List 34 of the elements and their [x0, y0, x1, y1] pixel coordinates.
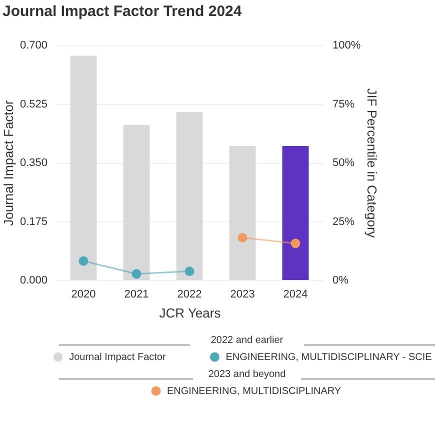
y2-tick-label: 50% — [332, 157, 355, 169]
point — [238, 232, 248, 242]
x-tick-label: 2024 — [283, 288, 308, 300]
point — [290, 238, 300, 248]
y2-tick-label: 75% — [332, 98, 355, 110]
y-tick-label: 0.350 — [20, 157, 48, 169]
legend-label: ENGINEERING, MULTIDISCIPLINARY — [167, 386, 342, 397]
legend-label: Journal Impact Factor — [69, 352, 166, 363]
bar — [123, 124, 150, 280]
y-tick-label: 0.000 — [20, 274, 48, 286]
bar — [176, 112, 203, 280]
y2-tick-label: 25% — [332, 216, 355, 228]
point — [184, 266, 194, 276]
point — [132, 269, 142, 279]
point — [78, 256, 88, 266]
y-tick-label: 0.700 — [20, 40, 48, 52]
chart-title: Journal Impact Factor Trend 2024 — [2, 3, 242, 20]
y-tick-label: 0.525 — [20, 98, 48, 110]
text: 2023 and beyond — [208, 369, 286, 380]
text: 2022 and earlier — [210, 335, 284, 346]
bar — [70, 56, 97, 280]
y2-axis-title: JIF Percentile in Category — [364, 88, 380, 238]
legend-label: ENGINEERING, MULTIDISCIPLINARY - SCIE — [226, 352, 432, 363]
y2-tick-label: 0% — [332, 274, 349, 286]
y2-tick-label: 100% — [332, 40, 361, 52]
y-tick-label: 0.175 — [20, 216, 48, 228]
y-axis-title: Journal Impact Factor — [0, 99, 16, 226]
x-tick-label: 2020 — [71, 288, 96, 300]
x-axis-title: JCR Years — [159, 306, 222, 320]
bar — [282, 146, 309, 280]
bar — [229, 146, 256, 280]
x-tick-label: 2022 — [177, 288, 202, 300]
x-tick-label: 2023 — [230, 288, 255, 300]
x-tick-label: 2021 — [124, 288, 149, 300]
